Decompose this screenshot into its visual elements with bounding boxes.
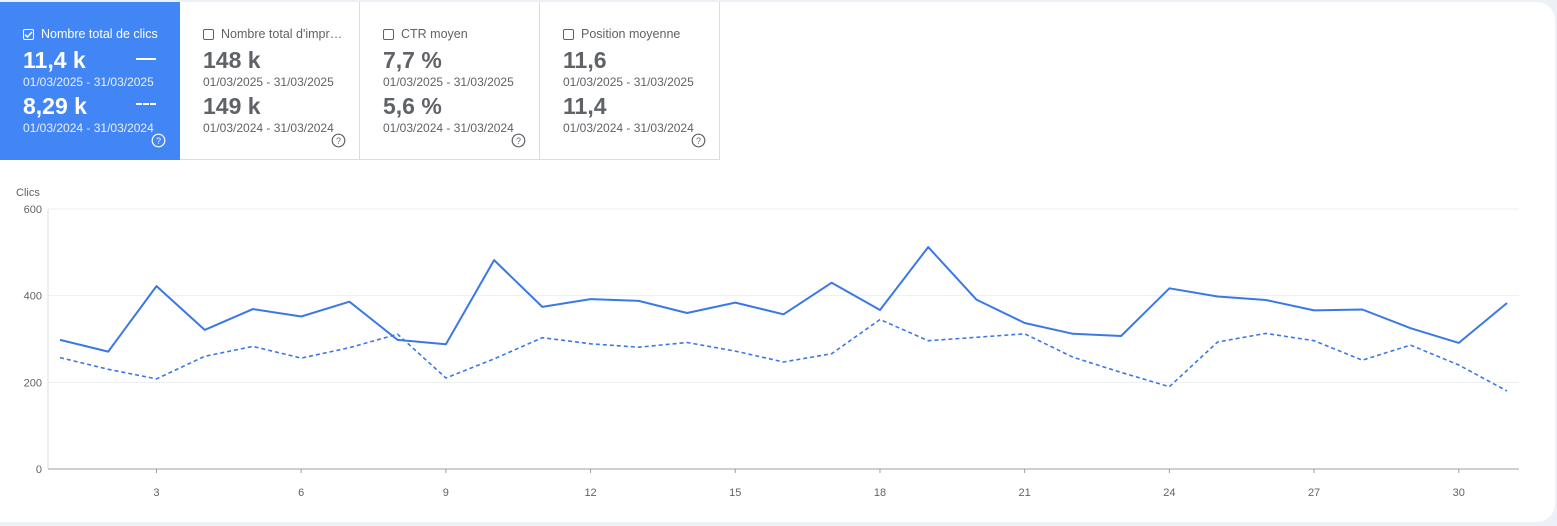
metric-tile-impressions[interactable]: Nombre total d'impressions148 k01/03/202… (180, 2, 360, 160)
svg-text:?: ? (516, 136, 521, 146)
metric-tile-ctr[interactable]: CTR moyen 7,7 % 01/03/2025 - 31/03/2025 5,6… (360, 2, 540, 160)
metric-value-current: 148 k (203, 47, 261, 73)
metric-header: Position moyenne (563, 27, 708, 41)
y-tick-label: 0 (36, 464, 42, 476)
series-line-dashed (59, 318, 1508, 392)
metric-value-current: 7,7 % (383, 47, 442, 73)
metric-tile-clicks[interactable]: Nombre total de clics 11,4 k 01/03/2025 - … (0, 2, 180, 160)
x-tick-label: 12 (584, 487, 596, 499)
x-tick-label: 21 (1019, 487, 1031, 499)
series-line-solid (59, 246, 1508, 353)
y-axis-label: Clics (16, 187, 40, 199)
metric-header: Nombre total de clics (23, 27, 168, 41)
metric-tiles: Nombre total de clics 11,4 k 01/03/2025 - … (0, 2, 720, 160)
legend-dashed-line (136, 103, 156, 105)
x-tick-label: 15 (729, 487, 741, 499)
svg-text:?: ? (336, 136, 341, 146)
metric-value-previous: 5,6 % (383, 93, 442, 119)
help-icon[interactable]: ? (691, 133, 706, 153)
help-icon[interactable]: ? (151, 133, 166, 153)
svg-text:?: ? (696, 136, 701, 146)
metric-checkbox[interactable] (383, 28, 394, 40)
metric-tile-position[interactable]: Position moyenne 11,6 01/03/2025 - 31/03/2… (540, 2, 720, 160)
metric-header: Nombre total d'impressions (203, 27, 348, 41)
metric-value-previous: 11,4 (563, 93, 607, 119)
x-tick-label: 9 (443, 487, 449, 499)
x-tick-label: 27 (1308, 487, 1320, 499)
metric-value-previous: 149 k (203, 93, 261, 119)
x-tick-label: 30 (1453, 487, 1465, 499)
x-tick-label: 24 (1163, 487, 1175, 499)
metric-checkbox[interactable] (563, 28, 574, 40)
y-tick-label: 600 (24, 204, 42, 216)
x-tick-label: 18 (874, 487, 886, 499)
metric-value-current: 11,4 k (23, 47, 86, 73)
x-tick-label: 3 (153, 487, 159, 499)
y-tick-label: 400 (24, 291, 42, 303)
metric-checkbox[interactable] (23, 28, 34, 40)
svg-text:?: ? (156, 136, 161, 146)
metric-value-current: 11,6 (563, 47, 607, 73)
y-tick-label: 200 (24, 377, 42, 389)
metric-header: CTR moyen (383, 27, 528, 41)
legend-solid-line (136, 58, 156, 60)
help-icon[interactable]: ? (511, 133, 526, 153)
help-icon[interactable]: ? (331, 133, 346, 153)
metric-checkbox[interactable] (203, 28, 214, 40)
metric-value-previous: 8,29 k (23, 93, 87, 119)
x-tick-label: 6 (298, 487, 304, 499)
